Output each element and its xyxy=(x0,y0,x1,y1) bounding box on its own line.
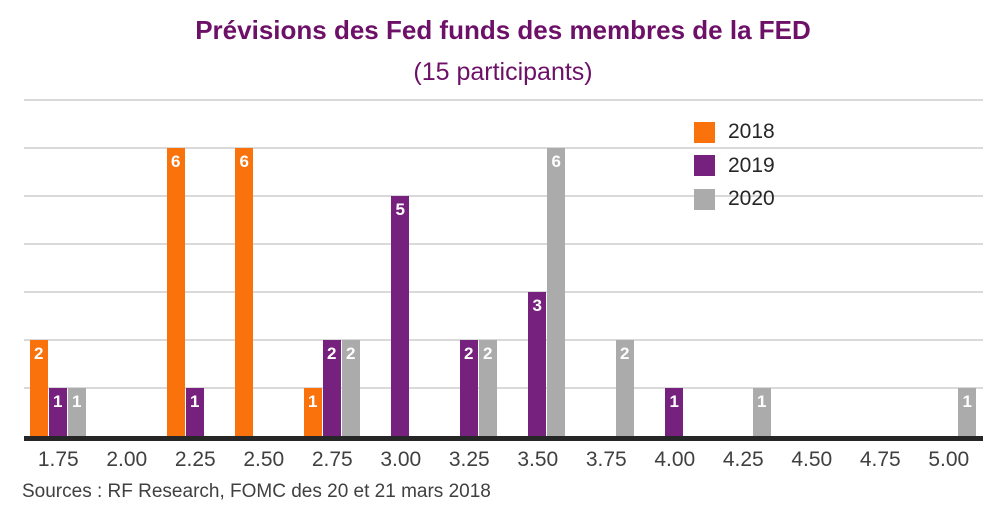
legend-label-2020: 2020 xyxy=(728,187,775,210)
chart-title: Prévisions des Fed funds des membres de … xyxy=(195,15,811,45)
bar-2019-3.50: 3 xyxy=(528,292,547,436)
bar-value-label: 5 xyxy=(395,200,405,219)
x-tick-label-3.00: 3.00 xyxy=(380,448,422,471)
legend-label-2018: 2018 xyxy=(728,120,775,143)
x-axis-line xyxy=(24,436,983,441)
bar-value-label: 2 xyxy=(620,344,630,363)
bar-2018-2.75: 1 xyxy=(303,388,322,436)
bar-value-label: 1 xyxy=(53,392,63,411)
x-tick-label-2.00: 2.00 xyxy=(106,448,148,471)
bar-value-label: 2 xyxy=(346,344,356,363)
bar-2020-4.25: 1 xyxy=(752,388,771,436)
bar-2020-5.00: 1 xyxy=(958,388,977,436)
bar-2020-3.50: 6 xyxy=(547,148,566,436)
gridline-y2 xyxy=(24,339,983,341)
bar-value-label: 1 xyxy=(72,392,82,411)
gridline-y7 xyxy=(24,99,983,101)
bar-value-label: 1 xyxy=(962,392,972,411)
legend-swatch-2019 xyxy=(694,155,715,176)
bar-value-label: 3 xyxy=(532,296,542,315)
bar-2020-3.25: 2 xyxy=(478,340,497,436)
legend-item-2019: 2019 xyxy=(694,154,775,178)
bar-value-label: 1 xyxy=(669,392,679,411)
x-tick-label-3.50: 3.50 xyxy=(517,448,559,471)
bar-value-label: 2 xyxy=(483,344,493,363)
x-tick-label-2.75: 2.75 xyxy=(311,448,353,471)
bar-2020-2.75: 2 xyxy=(341,340,360,436)
gridline-y1 xyxy=(24,387,983,389)
bar-2019-2.75: 2 xyxy=(322,340,341,436)
source-text: Sources : RF Research, FOMC des 20 et 21… xyxy=(22,481,491,502)
legend-swatch-2020 xyxy=(694,188,715,210)
x-tick-label-2.25: 2.25 xyxy=(174,448,216,471)
bar-2020-3.75: 2 xyxy=(615,340,634,436)
bar-2019-3.00: 5 xyxy=(391,196,410,436)
x-tick-label-2.50: 2.50 xyxy=(243,448,285,471)
bar-value-label: 2 xyxy=(327,344,337,363)
bar-2018-1.75: 2 xyxy=(29,340,48,436)
x-tick-label-4.25: 4.25 xyxy=(722,448,764,471)
gridline-y5 xyxy=(24,195,983,197)
bar-value-label: 1 xyxy=(308,392,318,411)
bar-2018-2.25: 6 xyxy=(166,148,185,436)
gridline-y6 xyxy=(24,147,983,149)
bar-value-label: 6 xyxy=(239,152,249,171)
legend-item-2020: 2020 xyxy=(694,187,775,211)
x-tick-label-5.00: 5.00 xyxy=(928,448,970,471)
bar-2019-3.25: 2 xyxy=(459,340,478,436)
gridline-y3 xyxy=(24,291,983,293)
legend-swatch-2018 xyxy=(694,121,715,143)
bar-value-label: 2 xyxy=(34,344,44,363)
bar-2019-2.25: 1 xyxy=(185,388,204,436)
bar-value-label: 1 xyxy=(190,392,200,411)
x-tick-label-3.25: 3.25 xyxy=(448,448,490,471)
bar-2019-4.00: 1 xyxy=(665,388,684,436)
x-tick-label-1.75: 1.75 xyxy=(37,448,79,471)
bar-2019-1.75: 1 xyxy=(48,388,67,436)
legend-item-2018: 2018 xyxy=(694,120,775,144)
chart-subtitle: (15 participants) xyxy=(413,58,593,86)
x-tick-label-3.75: 3.75 xyxy=(585,448,627,471)
x-tick-label-4.50: 4.50 xyxy=(791,448,833,471)
legend-label-2019: 2019 xyxy=(728,153,775,177)
bar-value-label: 1 xyxy=(757,392,767,411)
bar-value-label: 6 xyxy=(171,152,181,171)
x-tick-label-4.00: 4.00 xyxy=(654,448,696,471)
bar-2020-1.75: 1 xyxy=(67,388,86,436)
x-tick-label-4.75: 4.75 xyxy=(859,448,901,471)
bar-value-label: 6 xyxy=(551,152,561,171)
bar-2018-2.50: 6 xyxy=(235,148,254,436)
gridline-y4 xyxy=(24,243,983,245)
bar-value-label: 2 xyxy=(464,344,474,363)
